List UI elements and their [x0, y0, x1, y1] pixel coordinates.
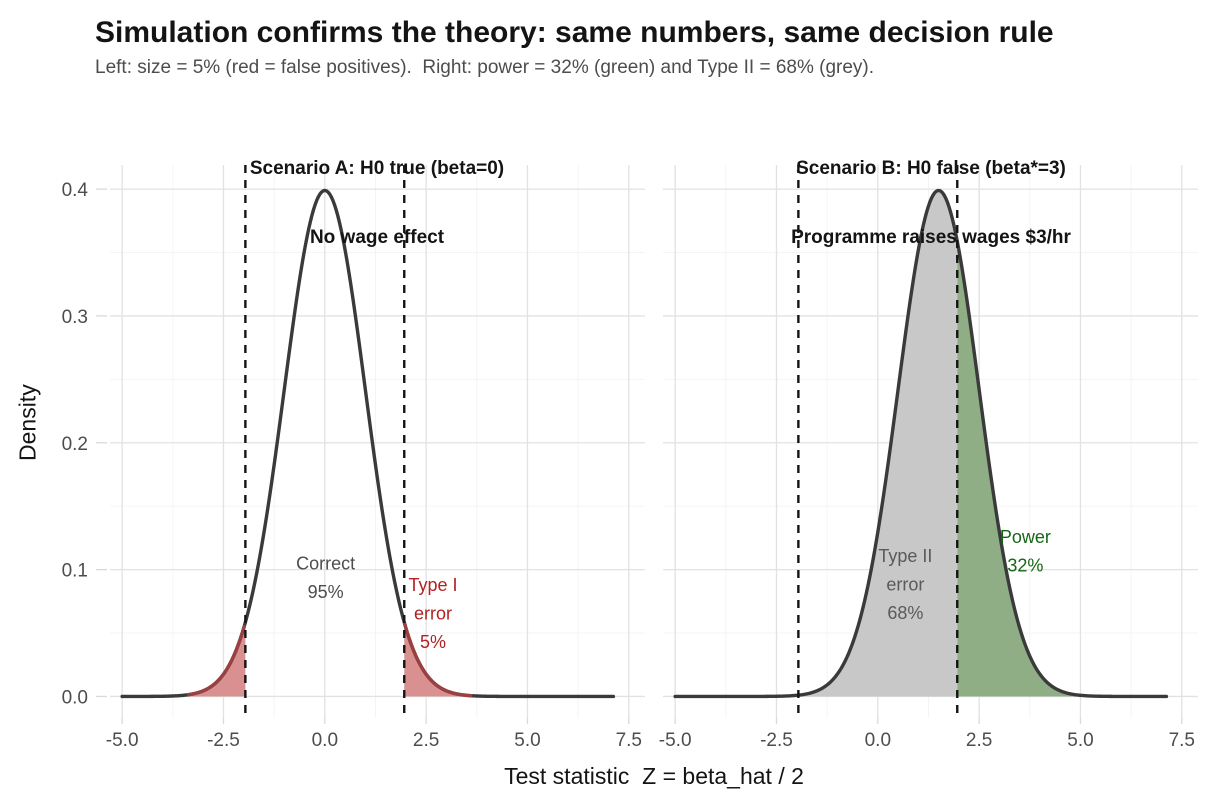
x-tick-label: 5.0 — [1067, 730, 1093, 751]
x-tick-label: -5.0 — [659, 730, 692, 751]
annotation-type-1-error-label: error — [414, 604, 452, 624]
region-edge-type-1-error-left-tail — [187, 624, 246, 697]
y-tick-label: 0.1 — [62, 561, 88, 582]
panel-a-strip-line1: Scenario A: H0 true (beta=0) — [249, 158, 505, 179]
region-fill-type-1-error-left-tail — [122, 622, 246, 697]
y-tick-label: 0.3 — [62, 307, 88, 328]
annotation-type-1-error-label: 5% — [420, 632, 446, 652]
panel-b-strip-line1: Scenario B: H0 false (beta*=3) — [796, 158, 1066, 179]
annotation-power-label: 32% — [1007, 556, 1043, 576]
x-tick-label: 0.0 — [312, 730, 338, 751]
x-tick-label: 5.0 — [514, 730, 540, 751]
x-tick-label: -2.5 — [760, 730, 793, 751]
region-edge-type-1-error-right-tail — [402, 620, 473, 698]
annotation-type-1-error-label: Type I — [409, 575, 458, 595]
annotation-type-2-error-label: error — [886, 575, 924, 595]
annotation-power-label: Power — [1000, 527, 1051, 547]
x-tick-label: 0.0 — [865, 730, 891, 751]
x-tick-label: -2.5 — [207, 730, 240, 751]
y-tick-label: 0.2 — [62, 434, 88, 455]
region-fill-type-1-error-right-tail — [404, 622, 615, 697]
x-tick-label: 2.5 — [413, 730, 439, 751]
region-fill-power-region — [957, 241, 1168, 697]
y-tick-label: 0.4 — [62, 180, 89, 201]
region-fill-type-2-error-region — [675, 190, 958, 697]
x-tick-label: 7.5 — [616, 730, 642, 751]
annotation-correct-label: Correct — [296, 554, 355, 574]
panel-b-strip-line2: Programme raises wages $3/hr — [791, 227, 1071, 248]
plot-subtitle: Left: size = 5% (red = false positives).… — [95, 57, 875, 78]
annotation-type-2-error-label: Type II — [878, 546, 932, 566]
panel-b-strip-title: Scenario B: H0 false (beta*=3) Programme… — [791, 111, 1071, 295]
y-tick-label: 0.0 — [62, 687, 88, 708]
x-tick-label: 7.5 — [1169, 730, 1195, 751]
annotation-type-2-error-label: 68% — [887, 603, 923, 623]
y-axis-title: Density — [14, 384, 41, 461]
x-axis-title: Test statistic Z = beta_hat / 2 — [504, 763, 804, 789]
annotation-correct-label: 95% — [308, 582, 344, 602]
x-tick-label: 2.5 — [966, 730, 992, 751]
density-curve — [673, 188, 1169, 699]
x-tick-label: -5.0 — [106, 730, 139, 751]
plot-title: Simulation confirms the theory: same num… — [95, 16, 1054, 49]
panel-a-strip-line2: No wage effect — [309, 227, 445, 248]
panel-a-strip-title: Scenario A: H0 true (beta=0) No wage eff… — [250, 111, 504, 295]
